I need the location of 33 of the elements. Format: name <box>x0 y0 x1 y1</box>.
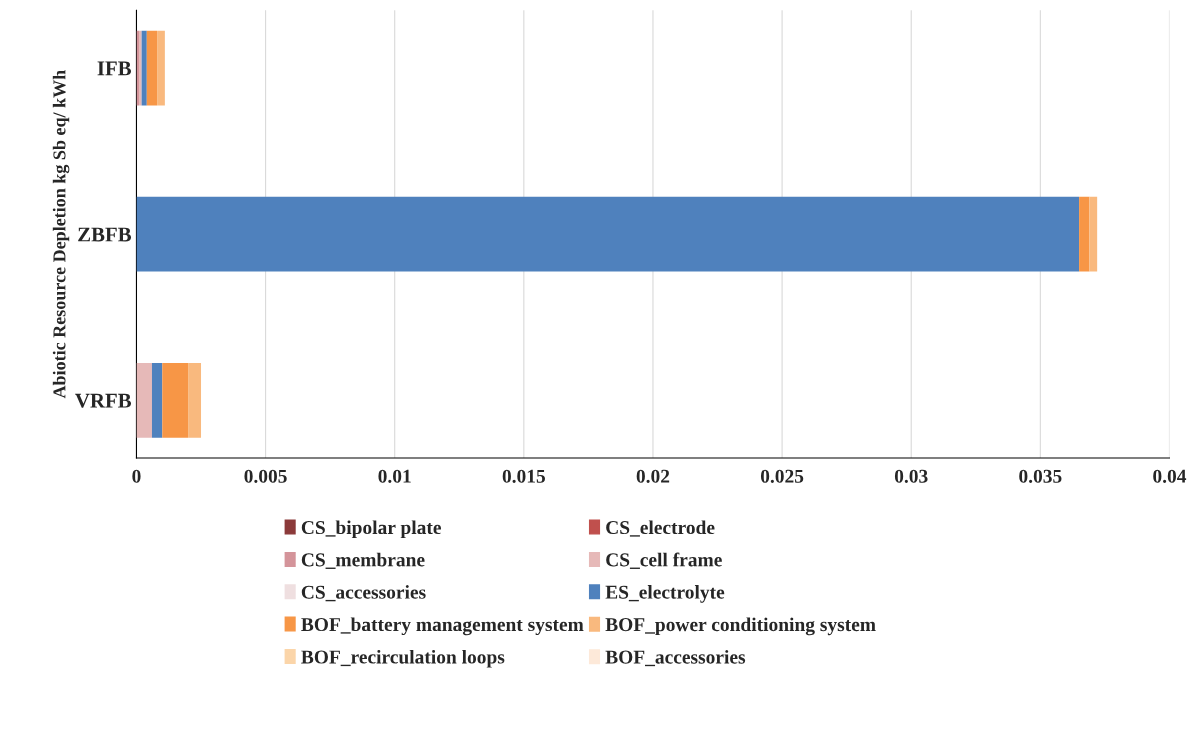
x-tick-label: 0.01 <box>378 469 411 483</box>
legend-label: ES_electrolyte <box>605 585 725 603</box>
legend-label: CS_membrane <box>301 552 425 569</box>
bar <box>157 30 165 106</box>
bar <box>1089 196 1098 272</box>
y-tick-label: ZBFB <box>78 227 132 242</box>
bar <box>188 362 202 438</box>
legend-label: CS_cell frame <box>606 552 722 569</box>
x-tick-label: 0.02 <box>636 469 670 483</box>
bar <box>146 30 158 106</box>
bar <box>1079 196 1090 272</box>
legend-label: CS_accessories <box>301 585 426 602</box>
bar <box>162 362 189 438</box>
y-tick-label: IFB <box>97 61 132 76</box>
x-tick-label: 0 <box>132 469 141 483</box>
x-tick-label: 0.025 <box>760 469 804 483</box>
x-tick-label: 0.015 <box>502 469 545 483</box>
legend-label: CS_bipolar plate <box>301 520 441 539</box>
legend-label: BOF_accessories <box>605 649 746 667</box>
legend-label: BOF_recirculation loops <box>301 649 505 668</box>
bar <box>151 362 163 438</box>
x-tick-label: 0.005 <box>244 469 287 483</box>
bar <box>136 362 152 438</box>
x-tick-label: 0.04 <box>1153 469 1187 483</box>
y-tick-label: VRFB <box>75 393 132 408</box>
bar <box>141 30 147 106</box>
legend-label: CS_electrode <box>606 520 715 537</box>
legend-label: BOF_power conditioning system <box>605 617 876 636</box>
bar <box>136 196 1080 272</box>
legend-label: BOF_battery management system <box>301 617 584 636</box>
y-axis-title: Abiotic Resource Depletion kg Sb eq/ kWh <box>52 70 70 399</box>
x-tick-label: 0.03 <box>894 469 928 483</box>
x-tick-label: 0.035 <box>1019 469 1062 483</box>
